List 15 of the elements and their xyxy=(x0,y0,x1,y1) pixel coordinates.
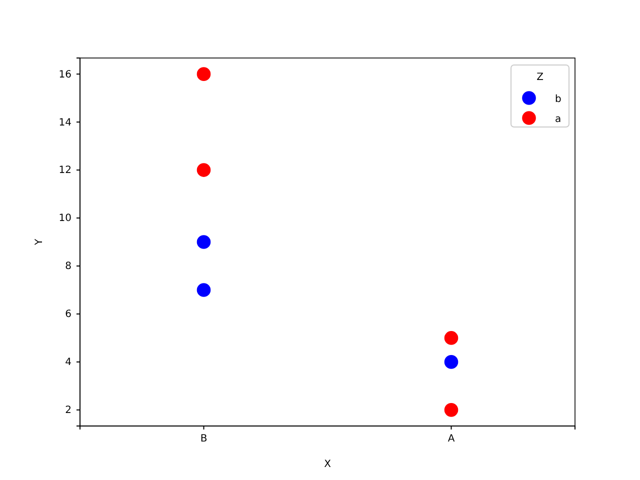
y-tick-label: 8 xyxy=(65,261,72,272)
y-tick-label: 6 xyxy=(65,309,72,320)
y-tick-label: 16 xyxy=(58,69,72,80)
legend-title: Z xyxy=(536,72,544,83)
y-tick-label: 14 xyxy=(58,117,72,128)
legend-label: b xyxy=(555,94,562,105)
y-tick-label: 2 xyxy=(65,405,72,416)
x-tick-label: B xyxy=(200,434,208,445)
legend-label: a xyxy=(555,114,562,125)
y-tick-label: 10 xyxy=(58,213,72,224)
y-axis-title: Y xyxy=(34,238,45,246)
y-tick-label: 12 xyxy=(58,165,72,176)
x-axis-title: X xyxy=(324,459,332,470)
y-tick-label: 4 xyxy=(65,357,72,368)
x-tick-label: A xyxy=(448,434,455,445)
